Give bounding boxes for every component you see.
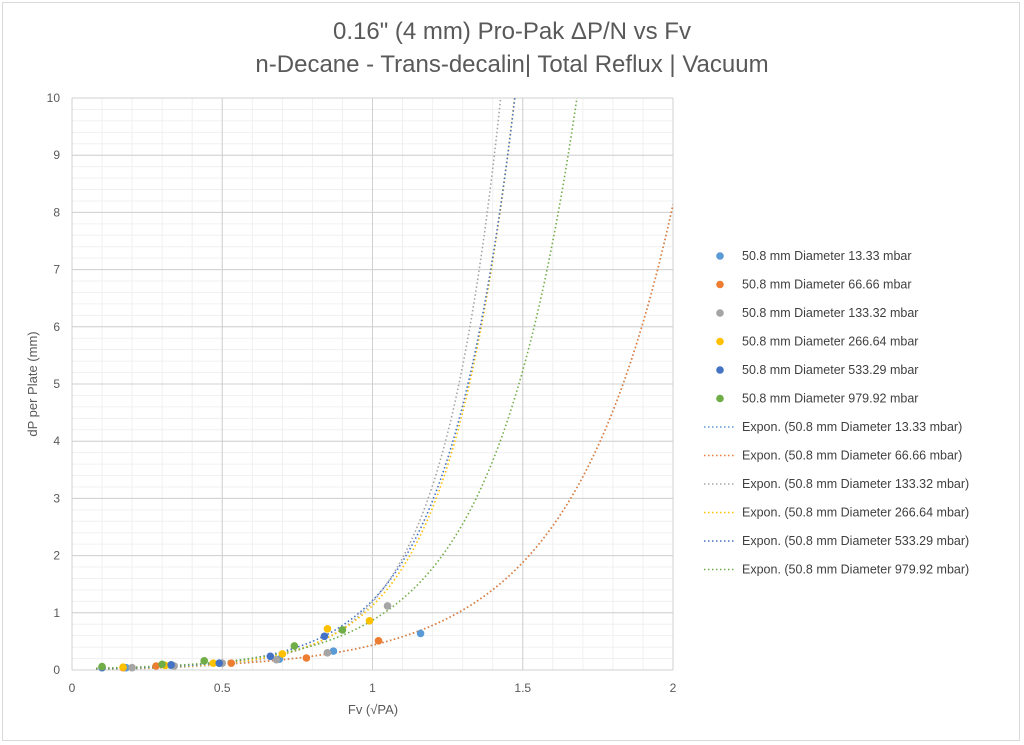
- data-point: [320, 632, 329, 641]
- legend-label: Expon. (50.8 mm Diameter 266.64 mbar): [742, 506, 969, 520]
- x-tick-label: 1: [369, 681, 376, 695]
- data-point: [374, 637, 383, 645]
- trendline: [96, 98, 502, 670]
- data-point: [200, 657, 209, 665]
- chart-title: 0.16" (4 mm) Pro-Pak ΔP/N vs Fv: [333, 18, 691, 45]
- legend-marker: [716, 252, 724, 260]
- data-point: [383, 602, 392, 610]
- data-point: [128, 663, 136, 672]
- y-tick-label: 10: [47, 91, 61, 105]
- legend-label: Expon. (50.8 mm Diameter 66.66 mbar): [742, 449, 962, 463]
- legend-label: 50.8 mm Diameter 13.33 mbar: [742, 249, 912, 263]
- legend-label: 50.8 mm Diameter 66.66 mbar: [742, 278, 912, 292]
- y-tick-label: 3: [53, 491, 60, 505]
- y-tick-label: 7: [53, 263, 60, 277]
- data-point: [98, 662, 106, 671]
- data-point: [227, 659, 236, 667]
- y-tick-labels: 0 1 2 3 4 5 6 7 8 9 10: [47, 91, 61, 677]
- trendline: [96, 98, 578, 669]
- data-point: [338, 626, 347, 634]
- data-point: [272, 655, 281, 664]
- legend-label: Expon. (50.8 mm Diameter 133.32 mbar): [742, 477, 969, 491]
- legend-label: Expon. (50.8 mm Diameter 13.33 mbar): [742, 420, 962, 434]
- data-point: [158, 660, 166, 669]
- x-tick-label: 0.5: [214, 681, 231, 695]
- data-point: [323, 649, 332, 657]
- trendline: [96, 204, 673, 670]
- y-tick-label: 0: [53, 663, 60, 677]
- x-tick-label: 2: [670, 681, 677, 695]
- y-tick-label: 6: [53, 320, 60, 334]
- data-point: [119, 663, 127, 671]
- legend-marker: [716, 280, 724, 289]
- legend-label: 50.8 mm Diameter 266.64 mbar: [742, 335, 918, 349]
- data-point: [209, 659, 218, 667]
- legend-marker: [716, 337, 724, 346]
- legend-marker: [716, 309, 724, 317]
- data-point: [215, 659, 224, 667]
- legend-marker: [716, 366, 724, 374]
- data-point: [266, 652, 275, 661]
- legend-label: Expon. (50.8 mm Diameter 533.29 mbar): [742, 534, 969, 548]
- trendline: [96, 98, 516, 670]
- data-point: [290, 642, 299, 650]
- trendline: [96, 98, 516, 670]
- y-tick-label: 9: [53, 148, 60, 162]
- x-tick-label: 0: [69, 681, 76, 695]
- y-axis-label: dP per Plate (mm): [25, 331, 40, 436]
- legend-label: 50.8 mm Diameter 533.29 mbar: [742, 363, 918, 377]
- data-points: [98, 602, 425, 672]
- major-gridlines: [71, 97, 674, 671]
- data-point: [416, 629, 425, 638]
- data-point: [323, 625, 332, 633]
- data-point: [302, 654, 311, 662]
- trendlines: [96, 98, 673, 670]
- trendline: [96, 204, 673, 670]
- chart-subtitle: n-Decane - Trans-decalin| Total Reflux |…: [255, 51, 769, 78]
- y-tick-label: 5: [53, 377, 60, 391]
- x-tick-label: 1.5: [514, 681, 531, 695]
- y-tick-label: 8: [53, 205, 60, 219]
- legend-marker: [716, 394, 724, 403]
- x-axis-label: Fv (√PA): [348, 702, 398, 717]
- data-point: [365, 617, 374, 625]
- data-point: [329, 647, 338, 655]
- y-tick-label: 1: [53, 606, 60, 620]
- data-point: [278, 650, 287, 658]
- y-tick-label: 4: [53, 434, 60, 448]
- x-tick-labels: 0 0.5 1 1.5 2: [69, 681, 677, 695]
- data-point: [167, 661, 175, 669]
- legend-label: 50.8 mm Diameter 979.92 mbar: [742, 392, 918, 406]
- legend-label: 50.8 mm Diameter 133.32 mbar: [742, 306, 918, 320]
- legend-label: Expon. (50.8 mm Diameter 979.92 mbar): [742, 563, 969, 577]
- y-tick-label: 2: [53, 549, 60, 563]
- legend: 50.8 mm Diameter 13.33 mbar 50.8 mm Diame…: [704, 249, 969, 577]
- data-point: [152, 662, 160, 670]
